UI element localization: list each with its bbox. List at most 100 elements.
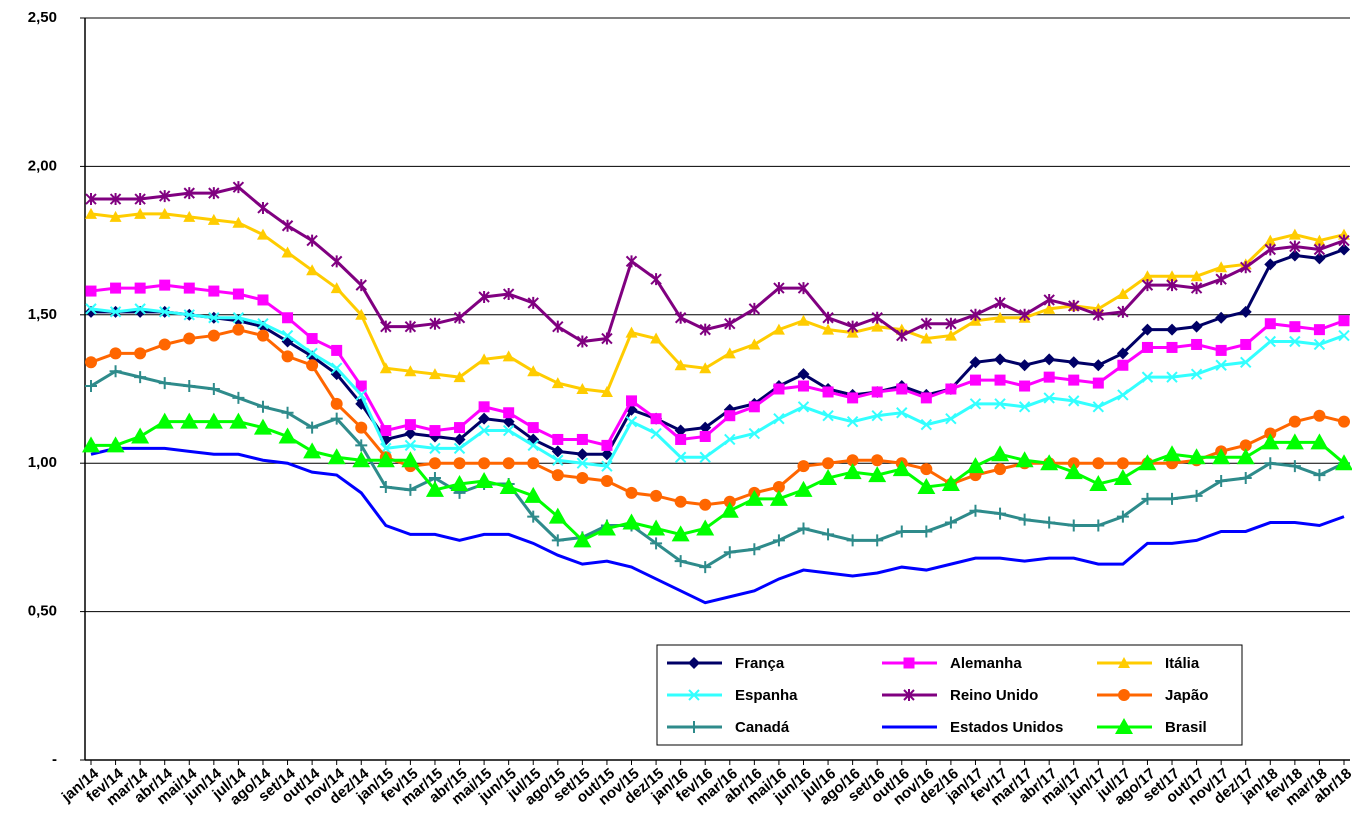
marker — [1264, 234, 1277, 246]
marker — [576, 457, 589, 469]
legend-label: Reino Unido — [950, 687, 1038, 704]
marker — [208, 187, 220, 200]
marker — [527, 296, 539, 309]
series-line — [90, 283, 1345, 448]
marker — [699, 561, 712, 574]
marker — [1117, 359, 1129, 371]
marker — [355, 389, 367, 401]
marker — [429, 425, 441, 437]
marker — [1264, 318, 1276, 330]
y-tick-label: - — [52, 751, 57, 768]
marker — [1240, 338, 1252, 350]
marker — [1338, 415, 1350, 428]
marker — [352, 451, 371, 468]
marker — [1043, 293, 1055, 306]
marker — [527, 365, 540, 377]
marker — [1289, 240, 1301, 253]
marker — [797, 282, 810, 295]
marker — [688, 689, 700, 701]
marker — [1288, 249, 1301, 262]
marker — [1018, 308, 1031, 321]
marker — [674, 495, 687, 508]
marker — [404, 365, 417, 377]
marker — [625, 326, 638, 338]
marker — [155, 412, 174, 429]
marker — [576, 383, 589, 394]
marker — [306, 234, 318, 247]
marker — [355, 380, 367, 392]
marker — [991, 445, 1010, 462]
marker — [355, 421, 368, 434]
marker — [256, 400, 269, 413]
y-tick-label: 1,00 — [28, 454, 57, 471]
marker — [380, 320, 392, 333]
marker — [1067, 356, 1080, 369]
marker — [204, 412, 223, 429]
marker — [306, 347, 318, 360]
marker — [85, 380, 97, 393]
marker — [794, 480, 813, 497]
marker — [551, 377, 564, 389]
legend-label: Alemanha — [950, 655, 1022, 672]
marker — [723, 347, 736, 359]
marker — [1043, 302, 1056, 314]
marker — [1117, 305, 1129, 318]
marker — [1166, 270, 1179, 282]
marker — [748, 543, 761, 556]
marker — [1338, 329, 1350, 342]
marker — [871, 386, 883, 398]
marker — [355, 308, 368, 320]
marker — [1338, 234, 1350, 247]
marker — [109, 193, 122, 206]
marker — [475, 472, 494, 489]
marker — [502, 457, 515, 470]
marker — [822, 323, 835, 335]
marker — [502, 424, 515, 437]
legend-label: Brasil — [1165, 719, 1207, 736]
marker — [158, 377, 171, 390]
marker — [597, 519, 616, 536]
marker — [404, 427, 417, 440]
marker — [903, 689, 915, 701]
marker — [1116, 457, 1129, 470]
marker — [552, 433, 564, 445]
marker — [797, 314, 810, 326]
marker — [1313, 243, 1326, 256]
marker — [699, 498, 712, 511]
marker — [994, 296, 1006, 309]
marker — [379, 480, 392, 493]
marker — [232, 216, 245, 228]
marker — [281, 350, 294, 363]
marker — [453, 457, 466, 470]
marker — [478, 353, 491, 365]
marker — [502, 288, 515, 301]
marker — [724, 410, 736, 422]
series-line — [90, 328, 1345, 507]
marker — [380, 425, 392, 437]
marker — [303, 442, 322, 459]
marker — [944, 329, 957, 341]
marker — [1289, 321, 1301, 333]
marker — [306, 421, 319, 434]
marker — [425, 480, 444, 497]
marker — [871, 410, 883, 422]
marker — [650, 273, 662, 286]
marker — [576, 335, 589, 348]
marker — [625, 415, 638, 428]
marker — [229, 412, 248, 429]
marker — [1261, 433, 1280, 450]
marker — [1166, 279, 1178, 292]
legend-label: Estados Unidos — [950, 719, 1063, 736]
marker — [944, 516, 957, 529]
marker — [846, 320, 859, 333]
marker — [85, 285, 97, 297]
marker — [331, 344, 343, 356]
marker — [1236, 448, 1255, 465]
series-line — [91, 185, 1345, 344]
marker — [281, 329, 294, 342]
marker — [994, 353, 1007, 366]
marker — [1313, 324, 1325, 336]
marker — [600, 385, 613, 397]
series-line — [91, 420, 1345, 543]
marker — [1264, 258, 1277, 271]
